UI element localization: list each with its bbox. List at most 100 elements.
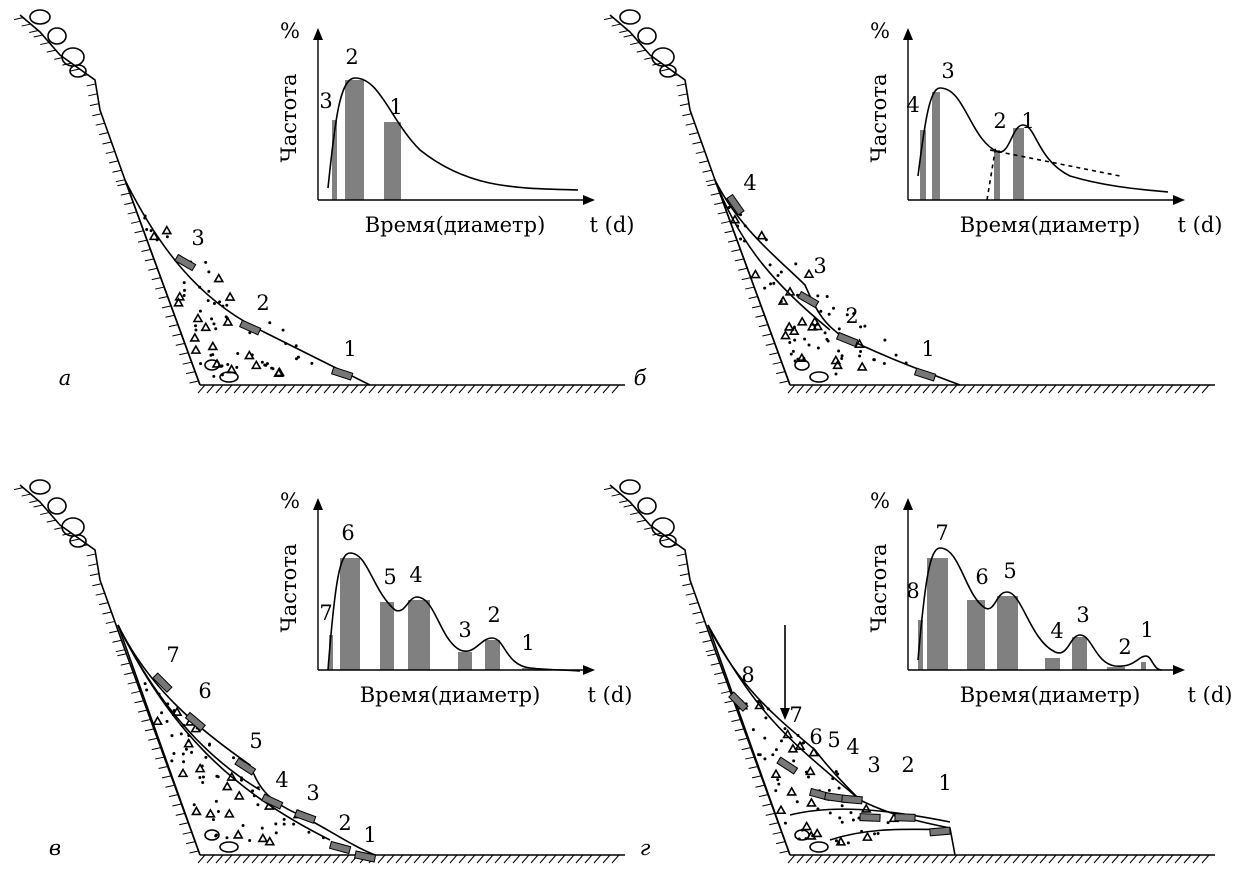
hatch (922, 854, 931, 864)
hatch (494, 854, 503, 864)
hatch (967, 384, 976, 394)
hatch (413, 854, 422, 864)
grain (845, 313, 849, 317)
curve-label: 1 (389, 95, 402, 119)
hatch (242, 384, 251, 394)
grain (832, 306, 836, 310)
grain (779, 739, 783, 743)
clast (770, 768, 782, 779)
hatch (727, 709, 738, 713)
hatch (158, 295, 168, 299)
hatch (859, 854, 868, 864)
grain (797, 837, 801, 841)
grain (165, 719, 169, 723)
grain (793, 338, 797, 342)
hatch (994, 854, 1003, 864)
clast (794, 740, 806, 750)
slope-label: 3 (813, 254, 826, 278)
hatch (131, 690, 141, 694)
curve-label: 8 (906, 579, 919, 603)
hatch (758, 794, 769, 798)
hatch (413, 384, 422, 394)
hatch (278, 854, 287, 864)
hatch (458, 384, 467, 394)
curve-label: 3 (941, 59, 954, 83)
grain (268, 321, 272, 325)
hatch (539, 854, 548, 864)
hatch (332, 384, 341, 394)
grain (182, 760, 186, 764)
grain (221, 304, 225, 308)
histogram-bar (329, 635, 333, 670)
hatch (660, 538, 670, 542)
grain (795, 800, 799, 804)
grain (214, 327, 218, 331)
grain (793, 359, 797, 363)
grain (182, 281, 186, 285)
histogram-bar (1141, 662, 1146, 670)
clast (263, 800, 275, 810)
grain (235, 365, 239, 369)
hatch (89, 103, 100, 107)
slope-label: 7 (166, 643, 179, 667)
grain (190, 750, 194, 754)
hatch (619, 30, 629, 34)
hatch (29, 30, 39, 34)
hatch (769, 352, 779, 356)
hatch (967, 854, 976, 864)
sample-tag (238, 319, 262, 336)
hatch (886, 384, 895, 394)
hatch (850, 854, 859, 864)
sample-tag (293, 809, 317, 824)
sample-tag (913, 367, 937, 382)
deposit-layer (714, 179, 831, 331)
rock (204, 829, 220, 841)
hatch (748, 295, 758, 299)
hatch (1129, 854, 1138, 864)
hatch (940, 384, 949, 394)
hatch (985, 854, 994, 864)
rock (794, 359, 810, 371)
grain (823, 331, 827, 335)
grain (873, 832, 877, 836)
grain (143, 216, 147, 220)
hatch (1084, 854, 1093, 864)
rock (47, 497, 67, 515)
curve-label: 3 (319, 89, 332, 113)
x-unit: t (d) (590, 213, 635, 237)
grain (248, 838, 252, 842)
rock (651, 47, 675, 67)
hatch (611, 23, 621, 27)
clast (274, 366, 285, 377)
hatch (206, 384, 215, 394)
hatch (134, 700, 144, 704)
hatch (1120, 384, 1129, 394)
hatch (13, 487, 24, 491)
clast (243, 349, 255, 360)
hatch (189, 850, 199, 854)
hatch (404, 384, 413, 394)
grain (763, 736, 767, 740)
curve-label: 2 (993, 109, 1006, 133)
grain (252, 794, 256, 798)
grain (763, 757, 767, 761)
rock (61, 517, 85, 537)
grain (742, 239, 746, 243)
hatch (161, 775, 172, 779)
deposit-surface (117, 624, 376, 856)
hatch (707, 183, 717, 187)
hatch (877, 384, 886, 394)
grain (181, 752, 185, 756)
hatch (386, 384, 395, 394)
hatch (611, 854, 620, 864)
hatch (359, 384, 368, 394)
y-unit: % (870, 489, 890, 513)
grain (251, 789, 255, 793)
grain (212, 302, 216, 306)
grain (783, 821, 787, 825)
hatch (151, 277, 161, 281)
hatch (772, 361, 782, 365)
grain (831, 777, 835, 781)
hatch (1021, 384, 1030, 394)
grain (274, 822, 278, 826)
